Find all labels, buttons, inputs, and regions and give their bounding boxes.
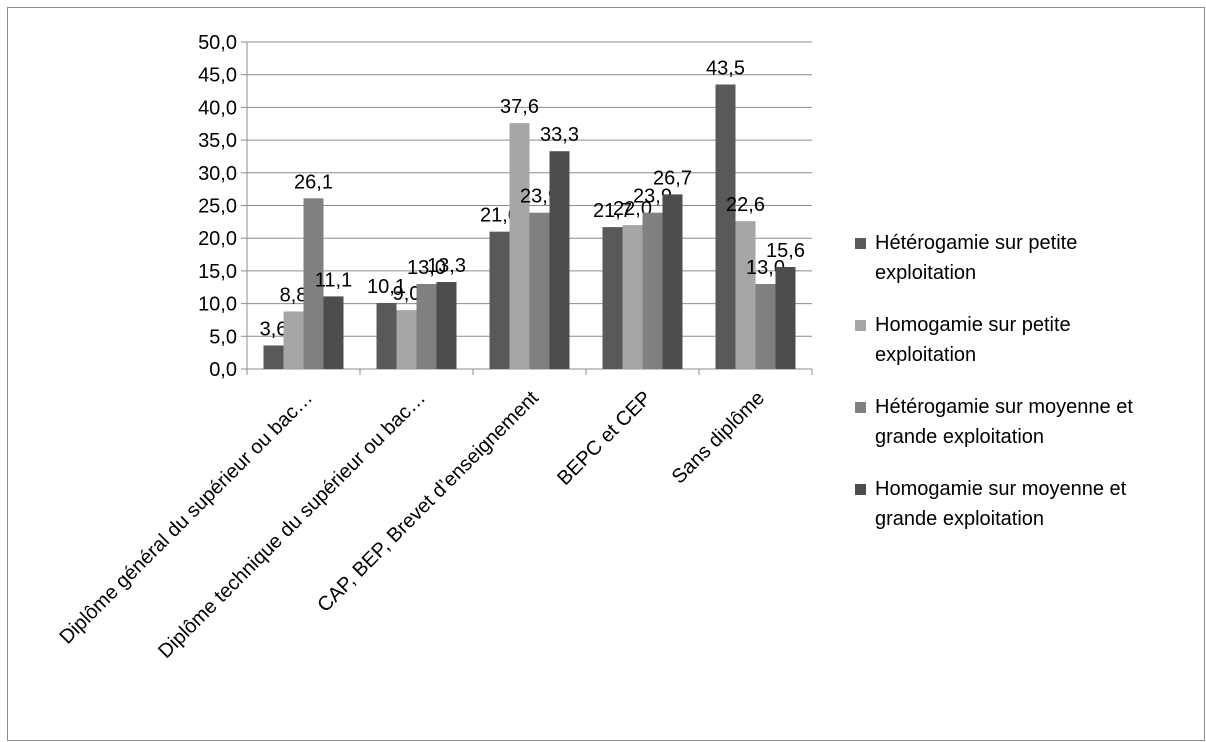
data-label: 23,9 xyxy=(633,186,672,208)
y-tick-label: 15,0 xyxy=(198,261,237,283)
bar xyxy=(283,311,304,369)
category-label: BEPC et CEP xyxy=(553,387,656,490)
bar xyxy=(489,231,510,369)
data-label: 26,7 xyxy=(653,167,692,189)
bar xyxy=(549,151,570,369)
y-tick-label: 40,0 xyxy=(198,97,237,119)
bar xyxy=(735,221,756,369)
bar xyxy=(396,310,417,369)
bar xyxy=(755,283,776,369)
legend-swatch xyxy=(855,484,866,495)
data-label: 11,1 xyxy=(315,269,352,291)
data-label: 43,5 xyxy=(706,58,745,80)
data-label: 26,1 xyxy=(294,171,333,193)
bar xyxy=(436,282,457,369)
bar xyxy=(509,123,530,369)
legend-item: Homogamie sur moyenne et grande exploitat… xyxy=(855,474,1200,556)
legend-label: Hétérogamie sur petite exploitation xyxy=(875,232,1078,284)
legend-label: Hétérogamie sur moyenne et grande exploit… xyxy=(875,396,1133,448)
legend-swatch xyxy=(855,238,866,249)
y-tick-label: 20,0 xyxy=(198,228,237,250)
category-label: CAP, BEP, Brevet d’enseignement xyxy=(313,387,543,617)
y-tick-label: 30,0 xyxy=(198,163,237,185)
y-tick-label: 10,0 xyxy=(198,294,237,316)
data-label: 37,6 xyxy=(500,96,539,118)
data-label: 21,7 xyxy=(593,200,632,222)
category-label: Sans diplôme xyxy=(668,387,769,488)
bar xyxy=(622,225,643,369)
legend-item: Hétérogamie sur petite exploitation xyxy=(855,228,1200,310)
legend-label: Homogamie sur petite exploitation xyxy=(875,314,1071,366)
y-tick-label: 5,0 xyxy=(209,326,237,348)
data-label: 8,8 xyxy=(280,284,308,306)
bar xyxy=(715,84,736,369)
category-label: Diplôme général du supérieur ou bac… xyxy=(55,387,317,649)
data-label: 22,6 xyxy=(726,194,765,216)
chart-frame xyxy=(7,7,1205,741)
data-label: 10,1 xyxy=(367,276,406,298)
bar xyxy=(529,212,550,369)
legend: Hétérogamie sur petite exploitation Homoga… xyxy=(855,228,1200,556)
bar xyxy=(303,198,324,369)
legend-item: Hétérogamie sur moyenne et grande exploit… xyxy=(855,392,1200,474)
data-label: 15,6 xyxy=(766,240,805,262)
data-label: 22,0 xyxy=(613,198,652,220)
y-tick-label: 45,0 xyxy=(198,65,237,87)
bar xyxy=(376,302,397,369)
data-label: 23,9 xyxy=(520,186,559,208)
legend-swatch xyxy=(855,320,866,331)
data-label: 13,3 xyxy=(427,255,466,277)
data-label: 13,0 xyxy=(407,257,446,279)
data-label: 21,0 xyxy=(480,205,519,227)
y-tick-label: 50,0 xyxy=(198,32,237,54)
bar xyxy=(263,345,284,369)
data-label: 13,0 xyxy=(746,257,785,279)
y-tick-label: 25,0 xyxy=(198,196,237,218)
legend-label: Homogamie sur moyenne et grande exploitat… xyxy=(875,478,1127,530)
data-label: 3,6 xyxy=(260,318,288,340)
y-tick-label: 35,0 xyxy=(198,130,237,152)
bar xyxy=(416,283,437,369)
data-label: 9,0 xyxy=(393,283,421,305)
bar xyxy=(602,227,623,369)
legend-item: Homogamie sur petite exploitation xyxy=(855,310,1200,392)
data-label: 33,3 xyxy=(540,124,579,146)
bar xyxy=(775,266,796,369)
legend-swatch xyxy=(855,402,866,413)
bar xyxy=(662,194,683,369)
y-tick-label: 0,0 xyxy=(209,359,237,381)
bar xyxy=(642,212,663,369)
bar xyxy=(323,296,344,369)
